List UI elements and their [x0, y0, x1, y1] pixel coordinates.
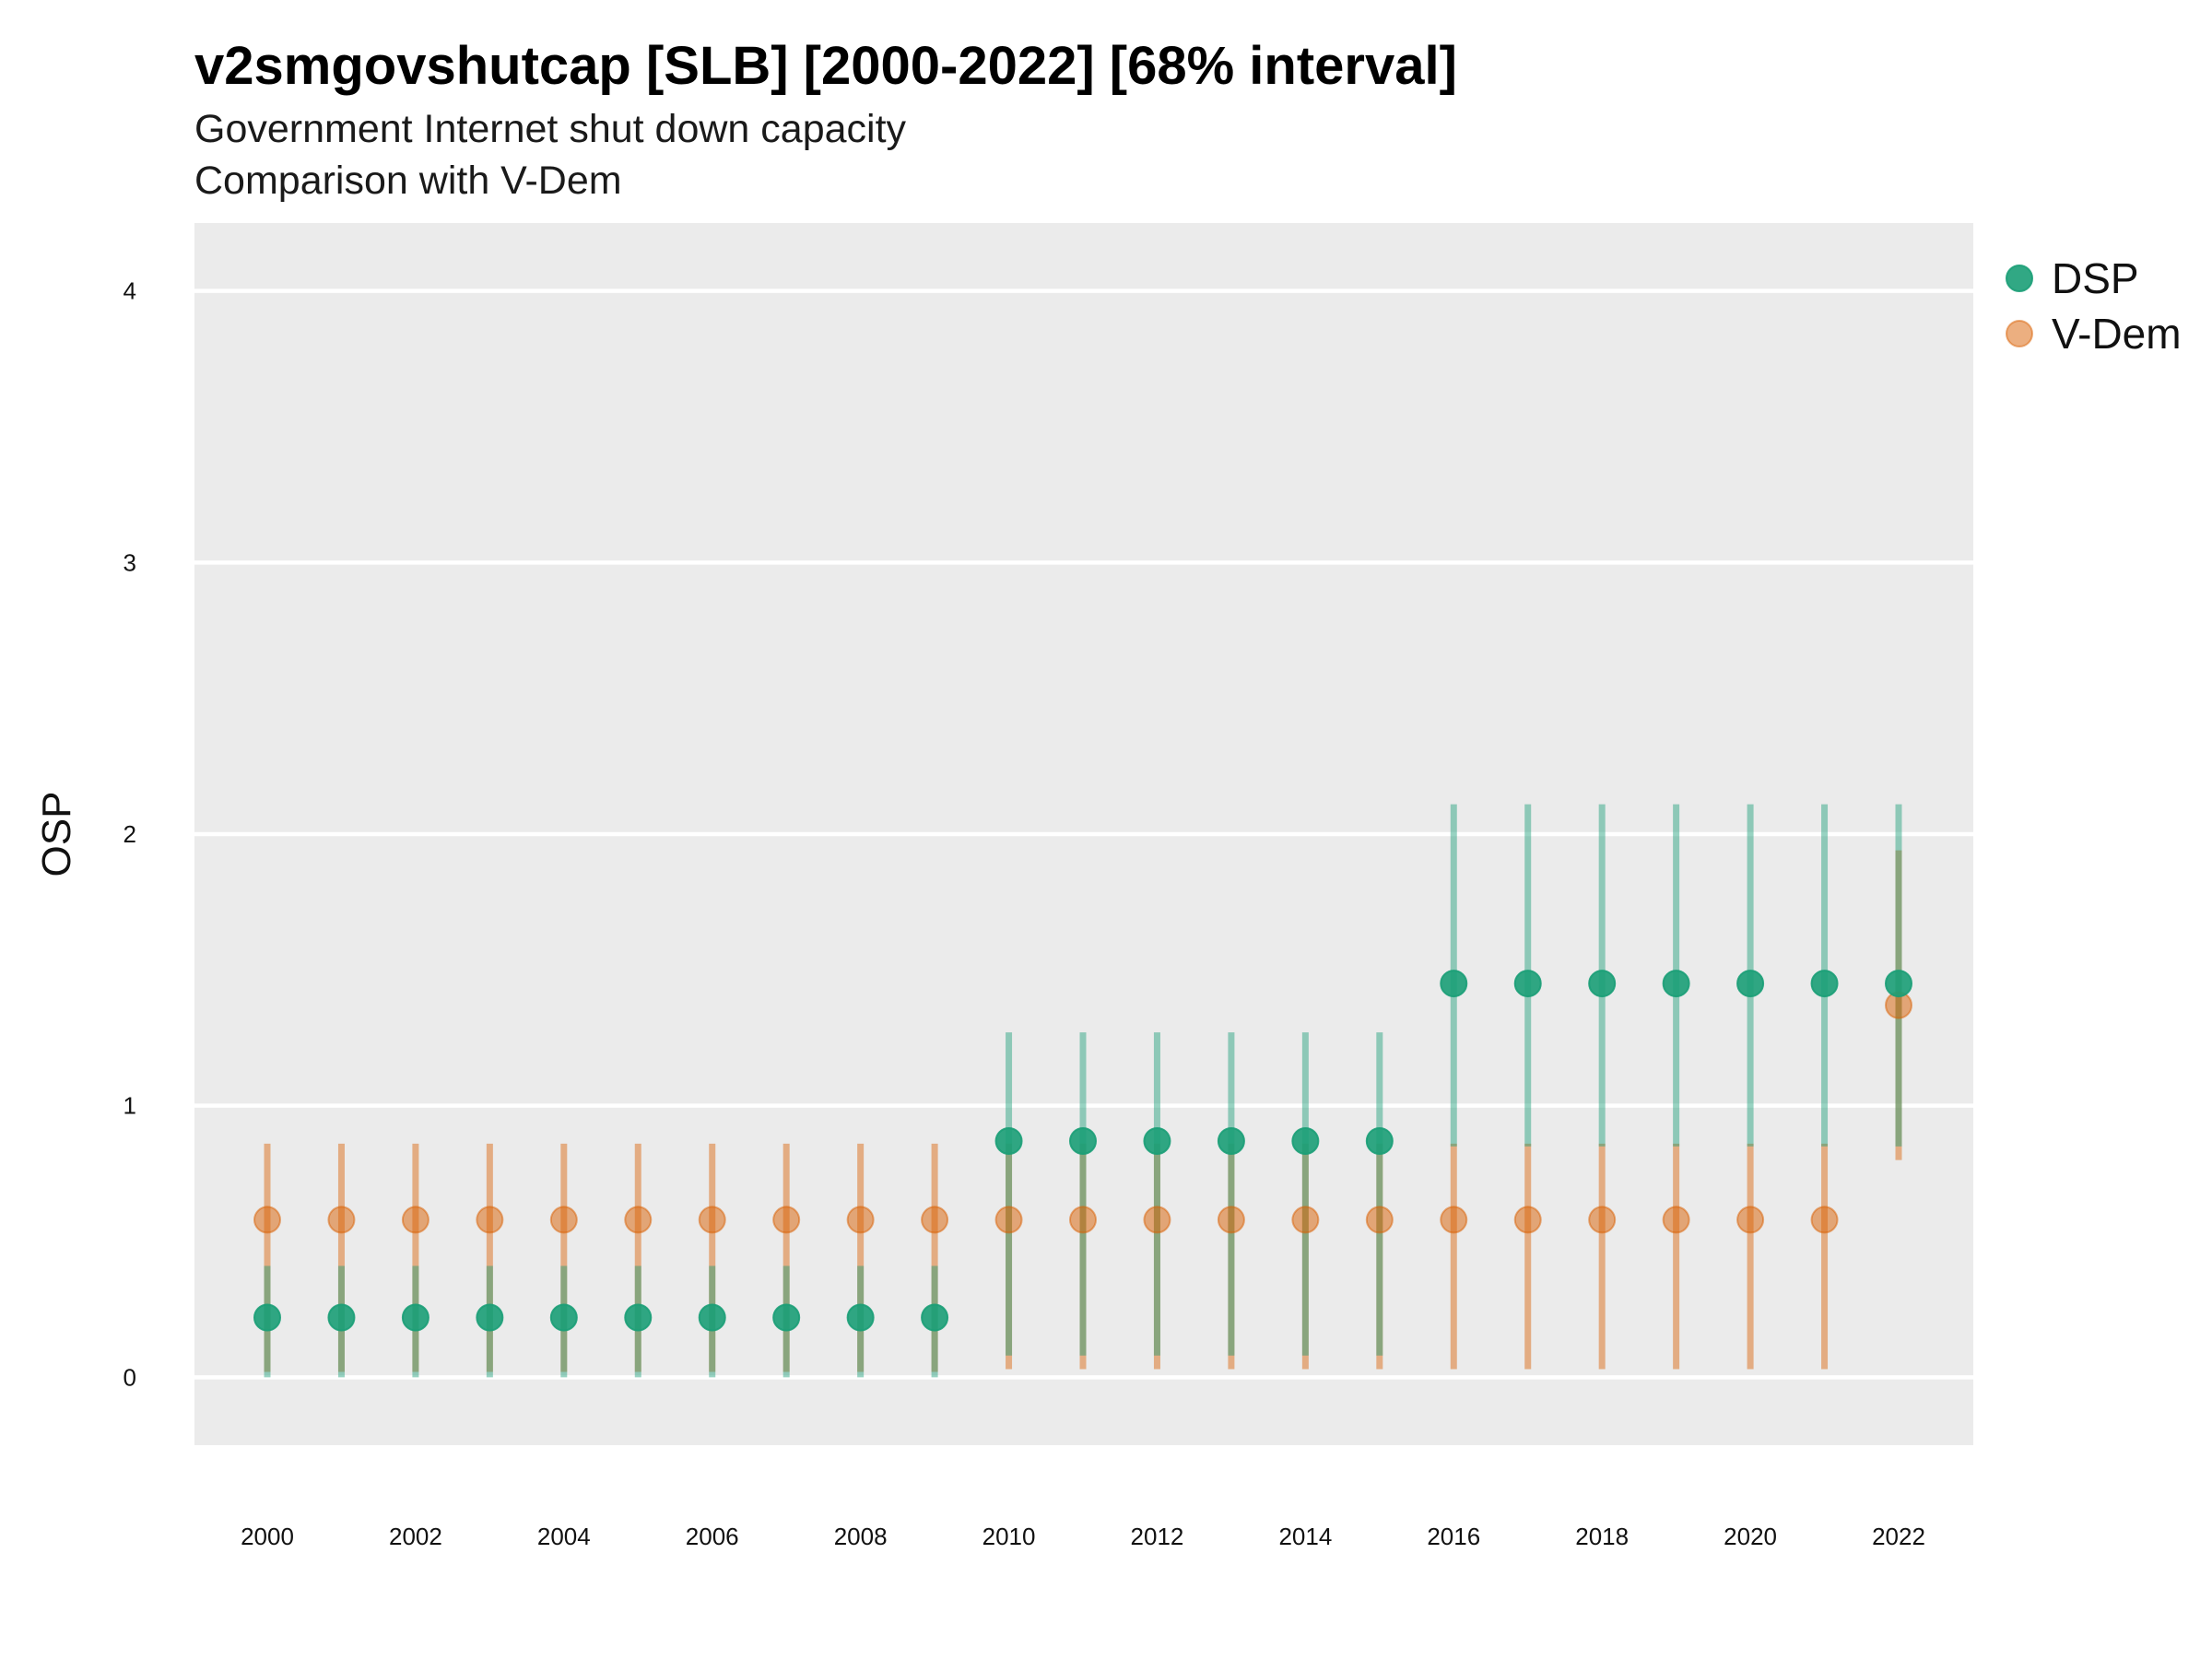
chart-subtitle-line-1: Government Internet shut down capacity [194, 107, 907, 151]
v-dem-point-2021 [1810, 1206, 1839, 1234]
dsp-point-2015 [1365, 1126, 1394, 1155]
dsp-point-2000 [253, 1303, 281, 1332]
interval-bars [264, 804, 1902, 1378]
x-tick-label-2000: 2000 [241, 1523, 294, 1550]
v-dem-point-2010 [994, 1206, 1023, 1234]
dsp-point-2018 [1588, 970, 1617, 998]
dsp-point-2019 [1662, 970, 1690, 998]
v-dem-point-2005 [624, 1206, 653, 1234]
dsp-point-2001 [327, 1303, 356, 1332]
dsp-point-2003 [476, 1303, 504, 1332]
x-tick-label-2010: 2010 [982, 1523, 1036, 1550]
v-dem-point-2006 [698, 1206, 726, 1234]
dsp-point-2010 [994, 1126, 1023, 1155]
v-dem-point-2015 [1365, 1206, 1394, 1234]
x-tick-label-2012: 2012 [1131, 1523, 1184, 1550]
dsp-point-2017 [1513, 970, 1542, 998]
dsp-point-2005 [624, 1303, 653, 1332]
v-dem-point-2000 [253, 1206, 281, 1234]
dsp-point-2020 [1736, 970, 1765, 998]
grid-lines [194, 288, 1973, 1380]
v-dem-point-2011 [1069, 1206, 1097, 1234]
x-tick-labels: 2000 2002 2004 2006 2008 2010 2012 2014 2016 2018… [241, 1523, 1925, 1550]
v-dem-point-2018 [1588, 1206, 1617, 1234]
x-tick-label-2014: 2014 [1278, 1523, 1332, 1550]
v-dem-point-2020 [1736, 1206, 1765, 1234]
legend-label-dsp: DSP [2052, 254, 2139, 302]
x-tick-label-2002: 2002 [389, 1523, 442, 1550]
dsp-point-2014 [1291, 1126, 1320, 1155]
v-dem-point-2012 [1143, 1206, 1171, 1234]
x-tick-label-2004: 2004 [537, 1523, 591, 1550]
v-dem-point-2002 [401, 1206, 429, 1234]
y-tick-label-0: 0 [124, 1363, 136, 1391]
v-dem-point-2014 [1291, 1206, 1320, 1234]
y-tick-label-2: 2 [124, 820, 136, 848]
dsp-point-2011 [1069, 1126, 1097, 1155]
dsp-point-2022 [1885, 970, 1912, 998]
x-tick-label-2008: 2008 [834, 1523, 888, 1550]
v-dem-point-2003 [476, 1206, 504, 1234]
dsp-point-2012 [1143, 1126, 1171, 1155]
legend-label-v-dem: V-Dem [2052, 310, 2182, 358]
dsp-point-2013 [1217, 1126, 1245, 1155]
x-tick-label-2020: 2020 [1724, 1523, 1777, 1550]
x-tick-label-2022: 2022 [1872, 1523, 1925, 1550]
legend-key-v-dem [2006, 320, 2033, 347]
dsp-point-2002 [401, 1303, 429, 1332]
v-dem-point-2019 [1662, 1206, 1690, 1234]
v-dem-point-2009 [921, 1206, 949, 1234]
y-tick-label-4: 4 [124, 277, 136, 305]
data-points [253, 970, 1912, 1332]
dsp-point-2004 [549, 1303, 578, 1332]
dsp-point-2008 [846, 1303, 875, 1332]
v-dem-point-2017 [1513, 1206, 1542, 1234]
y-axis-label: OSP [34, 792, 79, 877]
dsp-point-2009 [921, 1303, 949, 1332]
legend-key-dsp [2006, 265, 2033, 292]
dsp-point-2016 [1440, 970, 1468, 998]
v-dem-point-2004 [549, 1206, 578, 1234]
v-dem-point-2016 [1440, 1206, 1468, 1234]
v-dem-point-2007 [772, 1206, 801, 1234]
v-dem-point-2013 [1217, 1206, 1245, 1234]
legend: DSP V-Dem [2006, 254, 2182, 358]
chart-title: v2smgovshutcap [SLB] [2000-2022] [68% in… [194, 36, 1457, 96]
x-tick-label-2016: 2016 [1427, 1523, 1480, 1550]
y-tick-label-1: 1 [124, 1092, 136, 1120]
y-tick-label-3: 3 [124, 548, 136, 576]
v-dem-point-2001 [327, 1206, 356, 1234]
dsp-point-2021 [1810, 970, 1839, 998]
x-tick-label-2018: 2018 [1575, 1523, 1629, 1550]
v-dem-point-2008 [846, 1206, 875, 1234]
chart-subtitle-line-2: Comparison with V-Dem [194, 159, 622, 203]
dsp-point-2006 [698, 1303, 726, 1332]
x-tick-label-2006: 2006 [686, 1523, 739, 1550]
y-tick-labels: 0 1 2 3 4 [124, 277, 136, 1392]
dsp-point-2007 [772, 1303, 801, 1332]
